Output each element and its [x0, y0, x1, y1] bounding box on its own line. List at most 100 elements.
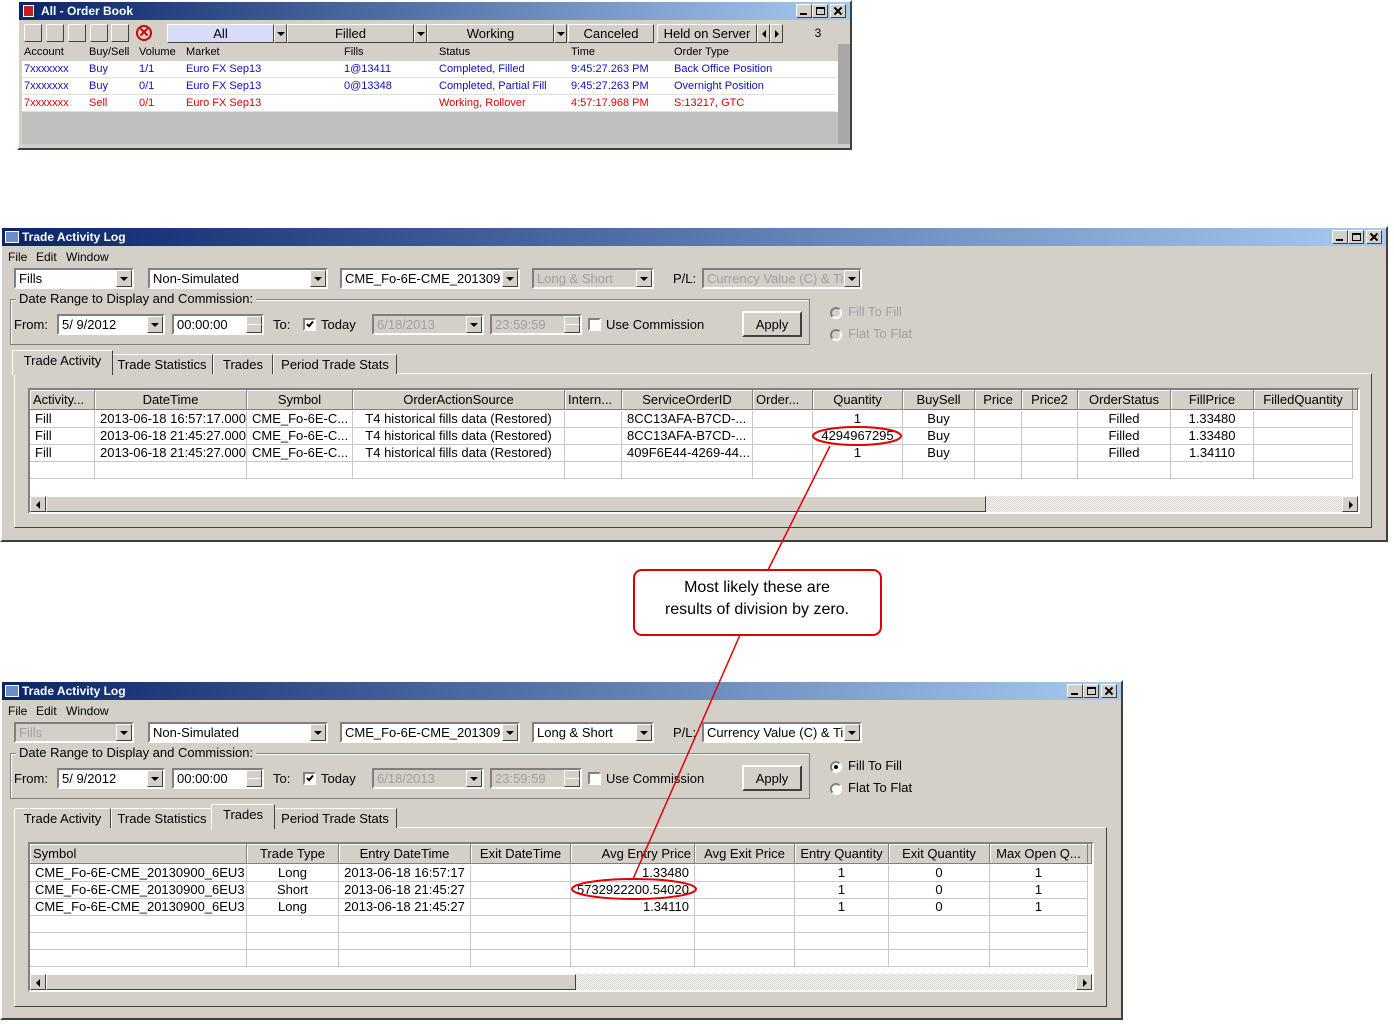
horizontal-scrollbar[interactable]: [30, 496, 1358, 512]
dropdown[interactable]: CME_Fo-6E-CME_201309(: [340, 268, 520, 289]
column-header[interactable]: Trade Type: [247, 844, 339, 864]
column-header[interactable]: OrderActionSource: [353, 390, 565, 410]
apply-button[interactable]: Apply: [742, 765, 802, 791]
dropdown[interactable]: Long & Short: [532, 722, 654, 743]
grid-row[interactable]: CME_Fo-6E-CME_20130900_6EU3 Short 2013-06-…: [30, 882, 1092, 899]
scroll-left[interactable]: [757, 24, 770, 43]
menu-item[interactable]: File: [8, 250, 28, 264]
checkbox[interactable]: [303, 318, 316, 331]
maximize-button[interactable]: [812, 4, 828, 18]
dropdown[interactable]: Currency Value (C) & Ti: [702, 722, 862, 743]
column-header[interactable]: OrderStatus: [1078, 390, 1171, 410]
menu-item[interactable]: Window: [66, 704, 109, 718]
column-header[interactable]: Price: [975, 390, 1022, 410]
dropdown[interactable]: Non-Simulated: [148, 268, 328, 289]
dropdown[interactable]: 5/ 9/2012: [57, 314, 165, 335]
column-header[interactable]: Symbol: [247, 390, 353, 410]
scroll-thumb[interactable]: [46, 496, 986, 512]
filter-button[interactable]: All: [167, 24, 274, 43]
close-button[interactable]: [830, 4, 846, 18]
radio-button[interactable]: [830, 761, 842, 773]
toolbar-button[interactable]: [46, 24, 64, 42]
toolbar-button[interactable]: [90, 24, 108, 42]
minimize-button[interactable]: [1332, 230, 1348, 244]
menu-item[interactable]: File: [8, 704, 28, 718]
tab[interactable]: Trade Activity: [14, 808, 111, 828]
dropdown-arrow[interactable]: [310, 270, 326, 287]
horizontal-scrollbar[interactable]: [30, 974, 1092, 990]
checkbox[interactable]: [588, 772, 601, 785]
maximize-button[interactable]: [1348, 230, 1364, 244]
scroll-right[interactable]: [1342, 496, 1358, 512]
filter-dropdown[interactable]: [274, 24, 287, 43]
dropdown[interactable]: 5/ 9/2012: [57, 768, 165, 789]
dropdown-arrow[interactable]: [636, 724, 652, 741]
column-header[interactable]: Intern...: [565, 390, 622, 410]
order-row[interactable]: 7xxxxxxx Buy 1/1 Euro FX Sep13 1@13411 Comple…: [22, 61, 838, 78]
tab[interactable]: Trades: [211, 804, 275, 829]
filter-dropdown[interactable]: [414, 24, 427, 43]
dropdown[interactable]: Fills: [14, 268, 134, 289]
order-row[interactable]: 7xxxxxxx Buy 0/1 Euro FX Sep13 0@13348 Comple…: [22, 78, 838, 95]
column-header[interactable]: DateTime: [95, 390, 247, 410]
column-header[interactable]: Entry DateTime: [339, 844, 471, 864]
column-header[interactable]: ServiceOrderID: [622, 390, 753, 410]
column-header[interactable]: FilledQuantity: [1254, 390, 1353, 410]
filter-button[interactable]: Held on Server: [657, 24, 757, 43]
grid-row[interactable]: CME_Fo-6E-CME_20130900_6EU3 Long 2013-06-1…: [30, 899, 1092, 916]
spin-down[interactable]: [246, 778, 262, 787]
dropdown-arrow[interactable]: [502, 724, 518, 741]
column-header[interactable]: Symbol: [30, 844, 247, 864]
dropdown[interactable]: CME_Fo-6E-CME_201309(: [340, 722, 520, 743]
tab[interactable]: Trade Activity: [12, 350, 113, 375]
menu-item[interactable]: Edit: [36, 250, 57, 264]
checkbox[interactable]: [588, 318, 601, 331]
column-header[interactable]: Quantity: [813, 390, 903, 410]
order-row[interactable]: 7xxxxxxx Sell 0/1 Euro FX Sep13 Working, Rol…: [22, 95, 838, 112]
column-header[interactable]: FillPrice: [1171, 390, 1254, 410]
tab[interactable]: Period Trade Stats: [273, 808, 397, 828]
filter-button[interactable]: Canceled: [568, 24, 654, 43]
time-spinner[interactable]: 00:00:00: [172, 314, 264, 335]
close-button[interactable]: [1101, 684, 1117, 698]
time-spinner[interactable]: 00:00:00: [172, 768, 264, 789]
tab[interactable]: Trade Statistics: [111, 808, 213, 828]
column-header[interactable]: Avg Entry Price: [571, 844, 695, 864]
radio-button[interactable]: [830, 783, 842, 795]
minimize-button[interactable]: [1067, 684, 1083, 698]
grid-row[interactable]: Fill 2013-06-18 21:45:27.000 CME_Fo-6E-C..…: [30, 445, 1358, 462]
maximize-button[interactable]: [1083, 684, 1099, 698]
scroll-thumb[interactable]: [46, 974, 576, 990]
grid-row[interactable]: CME_Fo-6E-CME_20130900_6EU3 Long 2013-06-1…: [30, 865, 1092, 882]
spin-down[interactable]: [246, 324, 262, 333]
tab[interactable]: Period Trade Stats: [273, 354, 397, 374]
tab[interactable]: Trade Statistics: [111, 354, 213, 374]
filter-button[interactable]: Filled: [287, 24, 414, 43]
column-header[interactable]: Activity...: [30, 390, 95, 410]
toolbar-button[interactable]: [24, 24, 42, 42]
column-header[interactable]: Entry Quantity: [795, 844, 889, 864]
dropdown-arrow[interactable]: [502, 270, 518, 287]
column-header[interactable]: Max Open Q...: [990, 844, 1088, 864]
scroll-right[interactable]: [1076, 974, 1092, 990]
column-header[interactable]: BuySell: [903, 390, 975, 410]
grid-row[interactable]: Fill 2013-06-18 16:57:17.000 CME_Fo-6E-C..…: [30, 411, 1358, 428]
cancel-all-button[interactable]: [136, 25, 152, 41]
dropdown-arrow[interactable]: [116, 270, 132, 287]
dropdown-arrow[interactable]: [844, 724, 860, 741]
menu-item[interactable]: Edit: [36, 704, 57, 718]
scroll-right[interactable]: [770, 24, 783, 43]
filter-button[interactable]: Working: [427, 24, 554, 43]
close-button[interactable]: [1366, 230, 1382, 244]
apply-button[interactable]: Apply: [742, 311, 802, 337]
tab[interactable]: Trades: [213, 354, 273, 374]
grid-row[interactable]: Fill 2013-06-18 21:45:27.000 CME_Fo-6E-C..…: [30, 428, 1358, 445]
scroll-left[interactable]: [30, 496, 46, 512]
scroll-left[interactable]: [30, 974, 46, 990]
checkbox[interactable]: [303, 772, 316, 785]
column-header[interactable]: Order...: [753, 390, 813, 410]
dropdown-arrow[interactable]: [147, 316, 163, 333]
column-header[interactable]: Price2: [1022, 390, 1078, 410]
filter-dropdown[interactable]: [554, 24, 567, 43]
dropdown-arrow[interactable]: [310, 724, 326, 741]
